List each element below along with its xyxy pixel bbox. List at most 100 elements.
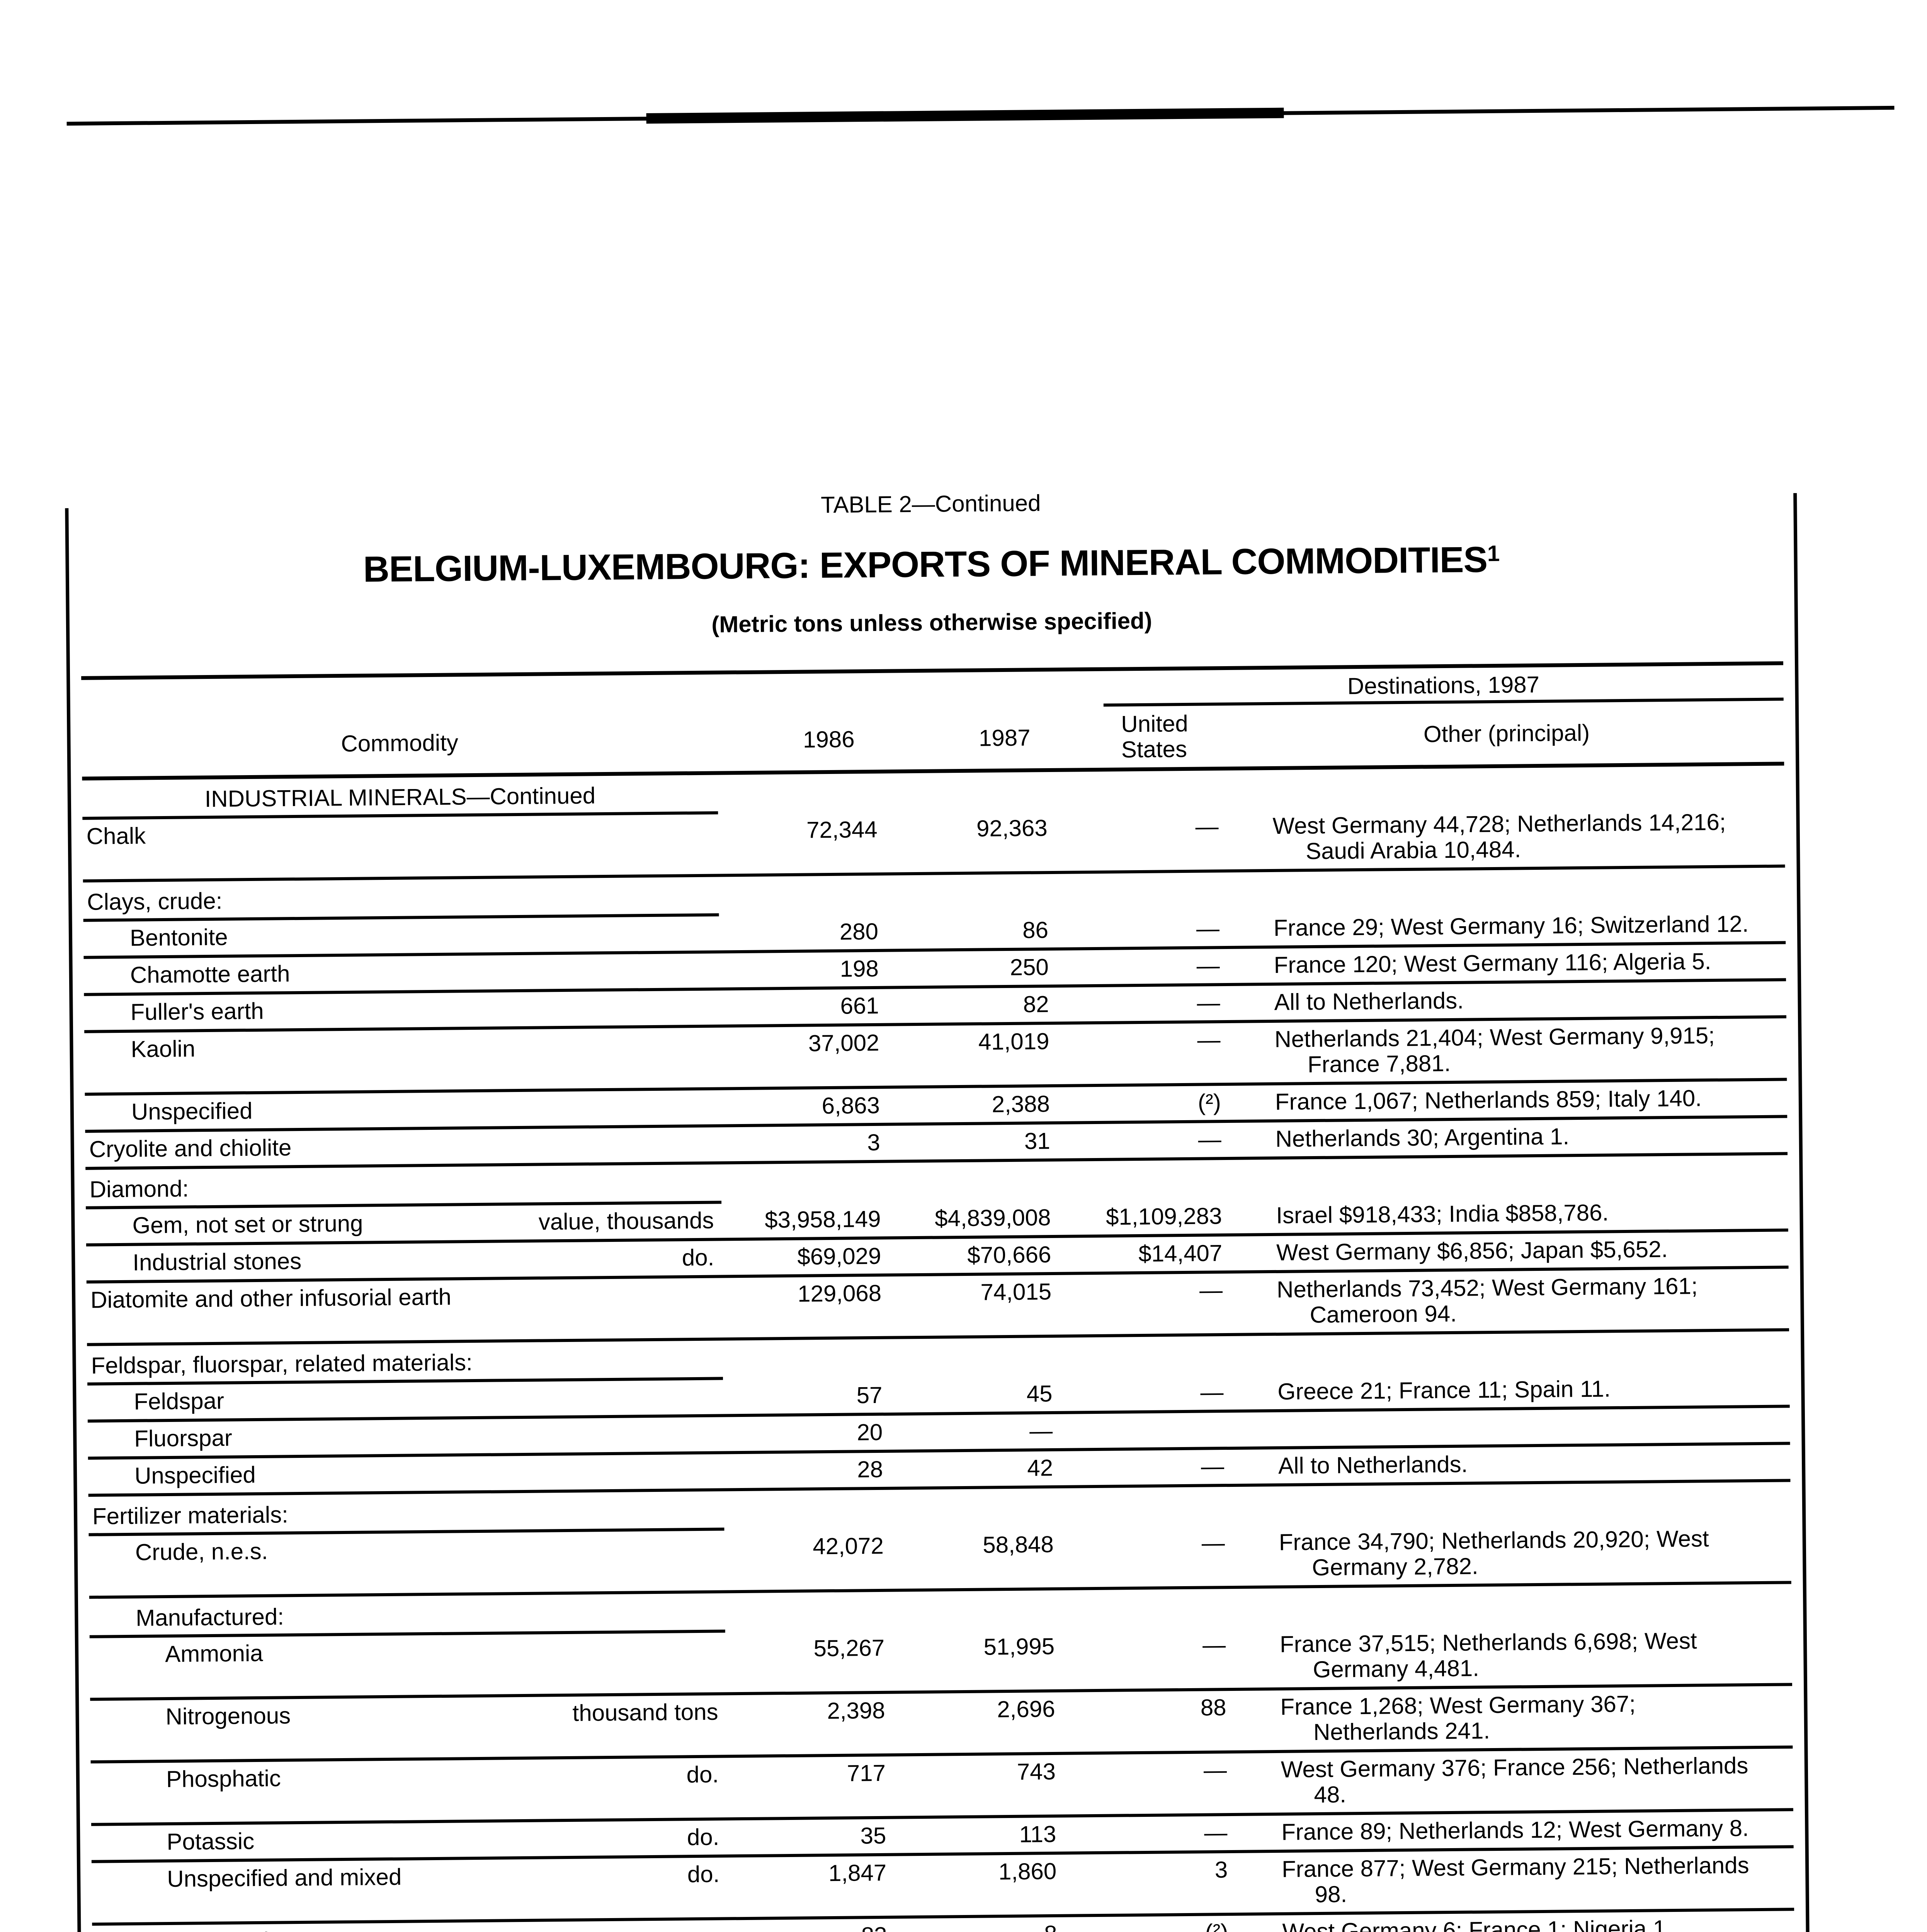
value-1987: 2,388 (992, 1091, 1050, 1117)
destinations-header: Destinations, 1987 (1103, 670, 1784, 707)
commodity-cell: Crude, n.e.s. (89, 1534, 725, 1565)
column-header-other-principal: Other (principal) (1423, 719, 1590, 747)
commodity-cell: Bentonite (83, 920, 719, 951)
value-1986: 83 (728, 1922, 894, 1932)
value-1987: 45 (1026, 1381, 1053, 1407)
value-1986: 57 (856, 1382, 883, 1408)
value-united-states: — (1196, 952, 1220, 979)
commodity-label: Unspecified and mixed (167, 1864, 402, 1892)
value-united-states: $14,407 (1138, 1240, 1223, 1267)
value-other-destinations (1235, 1412, 1790, 1417)
value-1986: 280 (839, 918, 879, 945)
value-other-destinations: France 29; West Germany 16; Switzerland … (1273, 911, 1749, 941)
commodity-cell: Cryolite and chiolite (85, 1131, 721, 1162)
commodity-label: Chamotte earth (130, 961, 290, 988)
commodity-cell: Unspecified (88, 1458, 724, 1489)
table-body: INDUSTRIAL MINERALS—Continued Chalk 72,344… (82, 765, 1796, 1932)
value-united-states: — (1204, 1820, 1228, 1846)
commodity-cell: Unspecified (85, 1094, 721, 1125)
commodity-label: Nitrogenous (165, 1702, 291, 1730)
value-united-states: — (1202, 1632, 1226, 1658)
unit-label: value, thousands (538, 1207, 714, 1235)
commodity-cell: Feldspar (87, 1384, 723, 1415)
value-united-states: — (1197, 990, 1220, 1016)
value-united-states: — (1201, 1453, 1225, 1480)
value-united-states: — (1197, 1027, 1221, 1053)
commodity-cell: Gem, not set or strung value, thousands (86, 1208, 722, 1238)
unit-label: do. (682, 1244, 714, 1271)
value-1987: $70,666 (967, 1242, 1051, 1268)
value-united-states: — (1200, 1379, 1224, 1405)
value-united-states: 88 (1200, 1694, 1226, 1721)
value-1987: 74,015 (980, 1279, 1052, 1305)
value-1986: 72,344 (806, 816, 878, 843)
commodity-label: Unspecified (134, 1462, 256, 1489)
value-1987: 113 (1019, 1821, 1056, 1847)
value-1986: 6,863 (821, 1092, 880, 1119)
commodity-cell: Kaolin (84, 1031, 720, 1062)
value-1986: 717 (847, 1760, 886, 1786)
value-other-destinations: West Germany 44,728; Netherlands 14,216;… (1272, 809, 1726, 864)
commodity-label: Unspecified (131, 1098, 253, 1125)
value-1987: 42 (1027, 1454, 1053, 1481)
commodity-cell: Ammonia (90, 1636, 726, 1667)
commodity-label: Fuller's earth (130, 998, 264, 1025)
value-united-states: (²) (1064, 1919, 1240, 1932)
value-1987: 58,848 (983, 1531, 1054, 1558)
value-1986: 3 (867, 1129, 881, 1156)
table-frame-right-line (1793, 493, 1813, 1932)
column-header-united-states: United States (1121, 710, 1189, 763)
commodity-cell: Potassic do. (91, 1824, 727, 1855)
table-wrapper: Destinations, 1987 Commodity 1986 1987 U… (81, 661, 1796, 1932)
commodity-label: Kaolin (131, 1036, 196, 1062)
value-united-states: — (1203, 1757, 1227, 1783)
value-1986: 28 (857, 1456, 883, 1483)
value-united-states: — (1198, 1126, 1221, 1153)
value-1986: 20 (857, 1419, 883, 1446)
unit-label: thousand tons (572, 1699, 718, 1726)
value-1987: 92,363 (976, 815, 1048, 842)
commodity-cell: Chalk (82, 818, 718, 849)
column-header-1987: 1987 (978, 724, 1031, 751)
value-other-destinations: West Germany 376; France 256; Netherland… (1281, 1752, 1748, 1808)
commodity-cell: Phosphatic do. (91, 1762, 727, 1793)
value-1986: 42,072 (813, 1532, 884, 1560)
commodity-label: Graphite, natural (92, 1928, 269, 1932)
value-1987: 1,860 (998, 1858, 1057, 1885)
value-other-destinations: France 89; Netherlands 12; West Germany … (1281, 1815, 1749, 1845)
value-1987: 743 (1017, 1758, 1056, 1785)
value-united-states (1060, 1417, 1235, 1418)
group-header-label: Manufactured: (89, 1593, 725, 1638)
page-title: BELGIUM-LUXEMBOURG: EXPORTS OF MINERAL C… (363, 539, 1500, 590)
value-1986: 129,068 (797, 1280, 882, 1307)
commodity-cell: Unspecified and mixed do. (92, 1861, 728, 1892)
table-caption: TABLE 2—Continued (820, 490, 1041, 518)
commodity-cell: Fluorspar (88, 1421, 724, 1452)
value-united-states: $1,109,283 (1106, 1203, 1222, 1230)
value-1987: $4,839,008 (934, 1204, 1051, 1231)
value-1987: — (1029, 1417, 1053, 1444)
value-1986: 35 (860, 1822, 886, 1849)
value-1987: 82 (1023, 991, 1049, 1017)
value-1987: 51,995 (983, 1633, 1055, 1660)
value-other-destinations: Greece 21; France 11; Spain 11. (1277, 1376, 1611, 1405)
unit-label: do. (686, 1761, 719, 1788)
value-1986: 661 (840, 992, 879, 1019)
commodity-cell: Chamotte earth (84, 957, 720, 988)
value-other-destinations: France 877; West Germany 215; Netherland… (1281, 1852, 1749, 1908)
value-other-destinations: West Germany 6; France 1; Nigeria 1. (1282, 1915, 1673, 1932)
commodity-cell: Nitrogenous thousand tons (90, 1699, 726, 1730)
value-1986: $69,029 (797, 1243, 881, 1270)
commodity-label: Bentonite (129, 924, 228, 951)
value-united-states: — (1196, 915, 1220, 942)
value-other-destinations: West Germany $6,856; Japan $5,652. (1276, 1236, 1668, 1265)
page-top-rule (66, 105, 1895, 126)
value-1987: 8 (894, 1921, 1064, 1932)
value-other-destinations: France 34,790; Netherlands 20,920; West … (1279, 1526, 1709, 1581)
commodity-cell: Diatomite and other infusorial earth (87, 1282, 723, 1313)
value-1986: 198 (840, 955, 879, 982)
commodity-label: Diatomite and other infusorial earth (90, 1284, 452, 1313)
commodity-label: Crude, n.e.s. (135, 1538, 268, 1565)
commodity-label: Ammonia (165, 1640, 263, 1667)
